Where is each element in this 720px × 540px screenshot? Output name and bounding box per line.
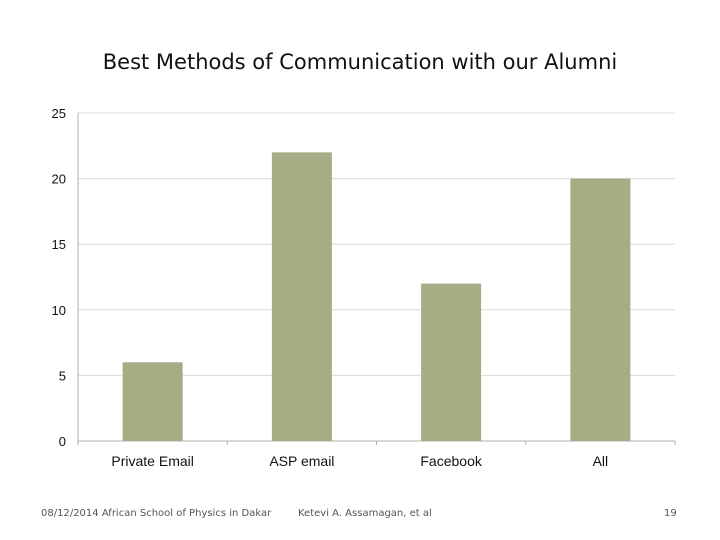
footer-author: Ketevi A. Assamagan, et al [298,508,432,519]
footer-date-event: 08/12/2014 African School of Physics in … [41,508,272,519]
bar-all [570,178,631,441]
y-tick-label-15: 15 [52,237,66,252]
x-category-label: Facebook [420,453,482,469]
bars [122,152,631,442]
x-category-label: Private Email [111,453,193,469]
bar-asp-email [271,152,332,442]
x-category-label: ASP email [269,453,334,469]
y-tick-label-20: 20 [52,172,66,187]
y-tick-label-5: 5 [59,368,66,383]
y-tick-label-25: 25 [52,106,66,121]
x-category-label: All [593,453,609,469]
bar-private-email [122,362,183,441]
bar-facebook [421,283,482,441]
y-tick-label-10: 10 [52,303,66,318]
slide-title: Best Methods of Communication with our A… [102,50,618,74]
axis-labels: 0 5 10 15 20 25 Private Email ASP email Facebook… [52,106,609,469]
page-number: 19 [664,508,677,519]
bar-chart: 0 5 10 15 20 25 Private Email ASP email Facebook… [52,106,676,469]
y-tick-label-0: 0 [59,434,66,449]
